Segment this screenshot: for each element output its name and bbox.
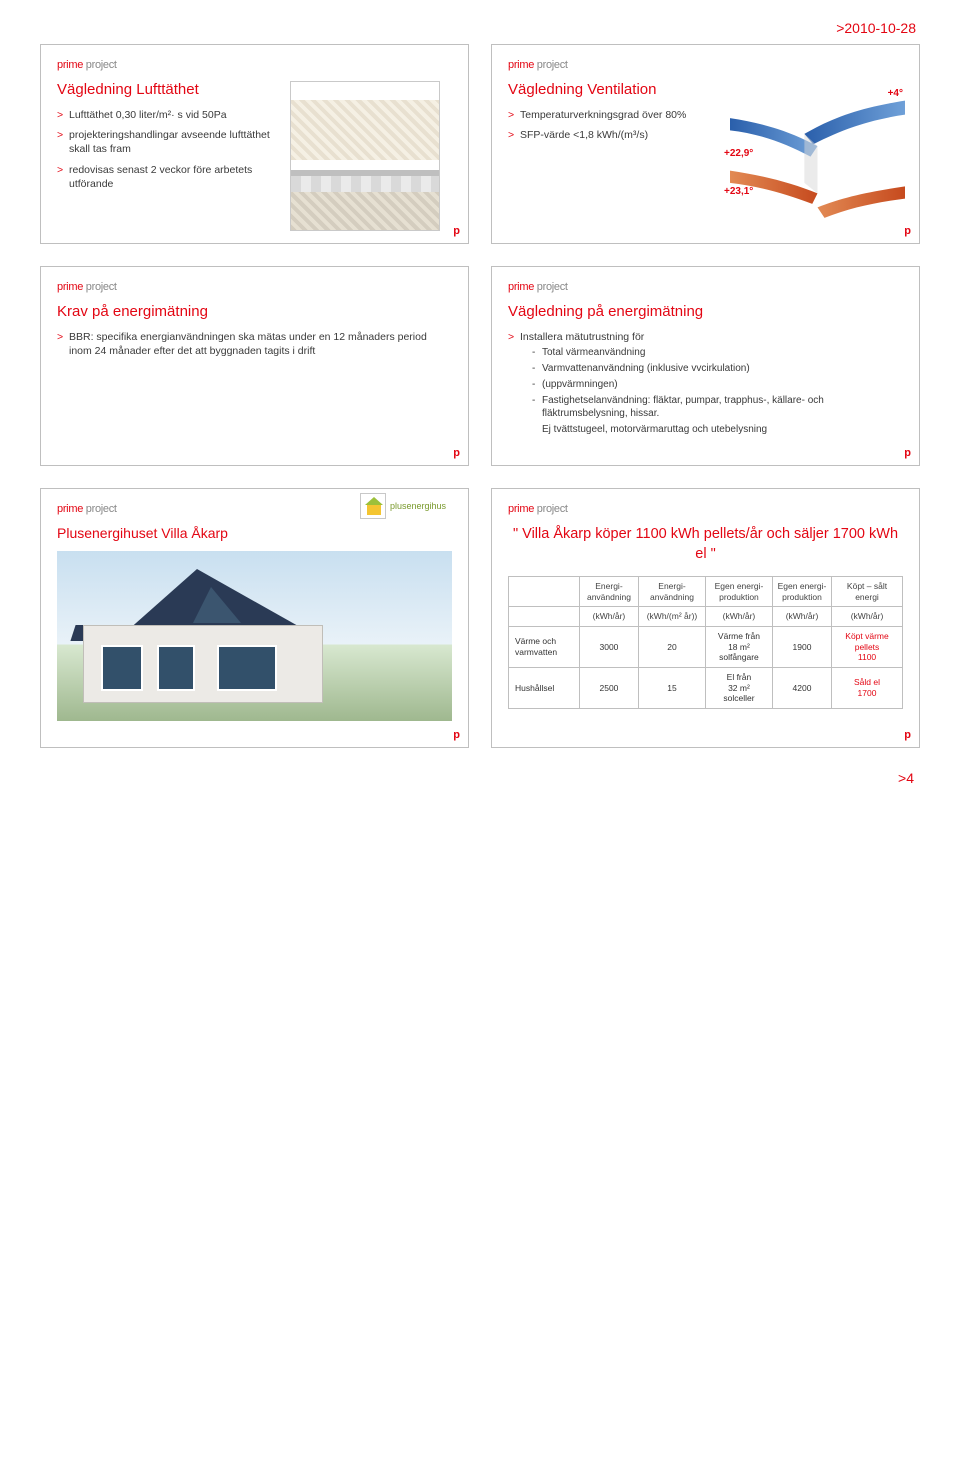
corner-mark: p — [453, 225, 460, 237]
th: Köpt – såltenergi — [832, 577, 903, 607]
th: Energi-användning — [579, 577, 638, 607]
slide-krav-energimatning: prime project Krav på energimätning BBR:… — [40, 266, 469, 466]
sub-list: Total värmeanvändning Varmvattenanvändni… — [520, 346, 903, 436]
th-unit: (kWh/år) — [832, 607, 903, 627]
bullet-list: Installera mätutrustning för Total värme… — [508, 330, 903, 436]
ventilation-diagram: +4° +22,9° +23,1° — [730, 90, 905, 225]
bullet-list: Lufttäthet 0,30 liter/m²· s vid 50Pa pro… — [57, 108, 270, 191]
slide-lufttathet: prime project Vägledning Lufttäthet Luft… — [40, 44, 469, 244]
corner-mark: p — [904, 447, 911, 459]
th — [509, 577, 580, 607]
quote-title: " Villa Åkarp köper 1100 kWh pellets/år … — [508, 525, 903, 564]
cell: 3000 — [579, 627, 638, 668]
cell: 15 — [639, 667, 706, 708]
cell: Värme från18 m²solfångare — [705, 627, 772, 668]
logo: prime project — [508, 281, 903, 293]
bullet-item: BBR: specifika energianvändningen ska mä… — [57, 330, 452, 358]
logo: prime project — [508, 503, 903, 515]
row-label: Värme och varmvatten — [509, 627, 580, 668]
badge-text: plusenergihus — [390, 501, 446, 511]
sub-item: (uppvärmningen) — [532, 378, 903, 391]
bullet-list: BBR: specifika energianvändningen ska mä… — [57, 330, 452, 358]
sub-item-tail: Ej tvättstugeel, motorvärmaruttag och ut… — [532, 423, 903, 436]
cell: 4200 — [772, 667, 831, 708]
th-unit — [509, 607, 580, 627]
temp-label-bot: +23,1° — [724, 186, 753, 197]
slide-title: Krav på energimätning — [57, 303, 452, 320]
plusenergihus-badge: plusenergihus — [360, 493, 446, 519]
energy-table: Energi-användning Energi-användning Egen… — [508, 576, 903, 709]
bullet-item: Temperaturverkningsgrad över 80% — [508, 108, 698, 122]
date-header: >2010-10-28 — [40, 20, 920, 36]
row-label: Hushållsel — [509, 667, 580, 708]
th: Egen energi-produktion — [772, 577, 831, 607]
slide-title: Vägledning Lufttäthet — [57, 81, 270, 98]
table-row: Hushållsel 2500 15 El från32 m²solceller… — [509, 667, 903, 708]
corner-mark: p — [904, 729, 911, 741]
table-unit-row: (kWh/år) (kWh/(m² år)) (kWh/år) (kWh/år)… — [509, 607, 903, 627]
cell: 2500 — [579, 667, 638, 708]
slide-vagledning-energimatning: prime project Vägledning på energimätnin… — [491, 266, 920, 466]
sub-item: Fastighetselanvändning: fläktar, pumpar,… — [532, 394, 903, 420]
corner-mark: p — [453, 447, 460, 459]
slide-villa-akarp-table: prime project " Villa Åkarp köper 1100 k… — [491, 488, 920, 748]
corner-mark: p — [904, 225, 911, 237]
th: Egen energi-produktion — [705, 577, 772, 607]
logo: prime project — [57, 281, 452, 293]
th-unit: (kWh/år) — [772, 607, 831, 627]
th-unit: (kWh/år) — [579, 607, 638, 627]
logo: prime project — [57, 59, 452, 71]
slide-title: Vägledning på energimätning — [508, 303, 903, 320]
th-unit: (kWh/(m² år)) — [639, 607, 706, 627]
house-photo — [57, 551, 452, 721]
bullet-item: SFP-värde <1,8 kWh/(m³/s) — [508, 128, 698, 142]
bullet-item: Lufttäthet 0,30 liter/m²· s vid 50Pa — [57, 108, 270, 122]
slide-ventilation: prime project Vägledning Ventilation Tem… — [491, 44, 920, 244]
cell: 20 — [639, 627, 706, 668]
cell-result: Köpt värmepellets1100 — [832, 627, 903, 668]
bullet-item: projekteringshandlingar avseende lufttät… — [57, 128, 270, 156]
table-header-row: Energi-användning Energi-användning Egen… — [509, 577, 903, 607]
sub-item: Varmvattenanvändning (inklusive vvcirkul… — [532, 362, 903, 375]
slide-title: Plusenergihuset Villa Åkarp — [57, 525, 452, 541]
th: Energi-användning — [639, 577, 706, 607]
corner-mark: p — [453, 729, 460, 741]
table-row: Värme och varmvatten 3000 20 Värme från1… — [509, 627, 903, 668]
bullet-lead: Installera mätutrustning för — [520, 331, 644, 343]
house-icon — [360, 493, 386, 519]
wall-section-diagram — [290, 81, 440, 231]
page-number: >4 — [40, 770, 920, 786]
bullet-item: Installera mätutrustning för Total värme… — [508, 330, 903, 436]
cell-result: Såld el1700 — [832, 667, 903, 708]
sub-item: Total värmeanvändning — [532, 346, 903, 359]
temp-label-top: +4° — [888, 88, 903, 99]
th-unit: (kWh/år) — [705, 607, 772, 627]
logo: prime project — [508, 59, 903, 71]
bullet-list: Temperaturverkningsgrad över 80% SFP-vär… — [508, 108, 698, 142]
cell: 1900 — [772, 627, 831, 668]
cell: El från32 m²solceller — [705, 667, 772, 708]
temp-label-mid: +22,9° — [724, 148, 753, 159]
bullet-item: redovisas senast 2 veckor före arbetets … — [57, 163, 270, 191]
slide-villa-akarp-photo: prime project plusenergihus Plusenergihu… — [40, 488, 469, 748]
